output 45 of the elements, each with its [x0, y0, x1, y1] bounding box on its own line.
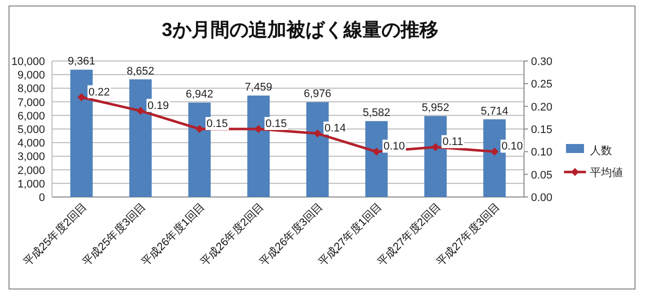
data-label: 7,459 [244, 82, 272, 94]
y-tick-label: 5,000 [17, 124, 45, 136]
y-tick-label: 4,000 [17, 138, 45, 150]
y-tick-label: 6,000 [17, 110, 45, 122]
y-tick-label: 10,000 [11, 56, 45, 68]
point [196, 125, 204, 133]
point [372, 148, 380, 156]
point [136, 106, 144, 115]
data-label: 0.15 [206, 118, 228, 130]
y-tick-label: 8,000 [17, 83, 45, 96]
y-tick-label: 0 [38, 192, 45, 204]
y-tick-label: 3,000 [17, 151, 45, 164]
point [490, 148, 498, 156]
data-label: 5,582 [362, 107, 390, 120]
data-label: 8,652 [126, 65, 154, 78]
y2-tick-label: 0.25 [531, 78, 552, 91]
data-label: 5,952 [422, 102, 450, 114]
data-label: 6,942 [186, 88, 214, 101]
chart-title: 3か月間の追加被ばく線量の推移 [162, 19, 438, 41]
y2-tick-label: 0.30 [531, 56, 552, 68]
y2-tick-label: 0.10 [531, 146, 552, 159]
y-tick-label: 1,000 [17, 178, 45, 190]
data-label: 0.15 [266, 118, 287, 130]
data-label: 0.14 [324, 122, 346, 135]
legend-label: 人数 [590, 145, 612, 157]
point [314, 130, 322, 138]
y-tick-label: 2,000 [17, 164, 45, 177]
point [254, 125, 262, 133]
y-tick-label: 7,000 [17, 96, 45, 109]
y2-tick-label: 0.20 [531, 101, 552, 114]
data-label: 9,361 [68, 56, 96, 68]
point [78, 93, 86, 102]
data-label: 0.10 [502, 140, 523, 153]
data-label: 0.10 [384, 140, 405, 153]
y2-tick-label: 0.00 [531, 192, 552, 204]
data-label: 0.11 [442, 136, 464, 148]
data-label: 0.22 [88, 86, 110, 98]
data-label: 6,976 [304, 88, 332, 100]
y-tick-label: 9,000 [17, 70, 45, 82]
point [432, 143, 440, 152]
y2-tick-label: 0.15 [531, 124, 552, 136]
data-label: 5,714 [480, 105, 508, 118]
data-label: 0.19 [148, 100, 169, 112]
legend-label: 平均値 [590, 167, 623, 179]
y2-tick-label: 0.05 [531, 169, 552, 182]
